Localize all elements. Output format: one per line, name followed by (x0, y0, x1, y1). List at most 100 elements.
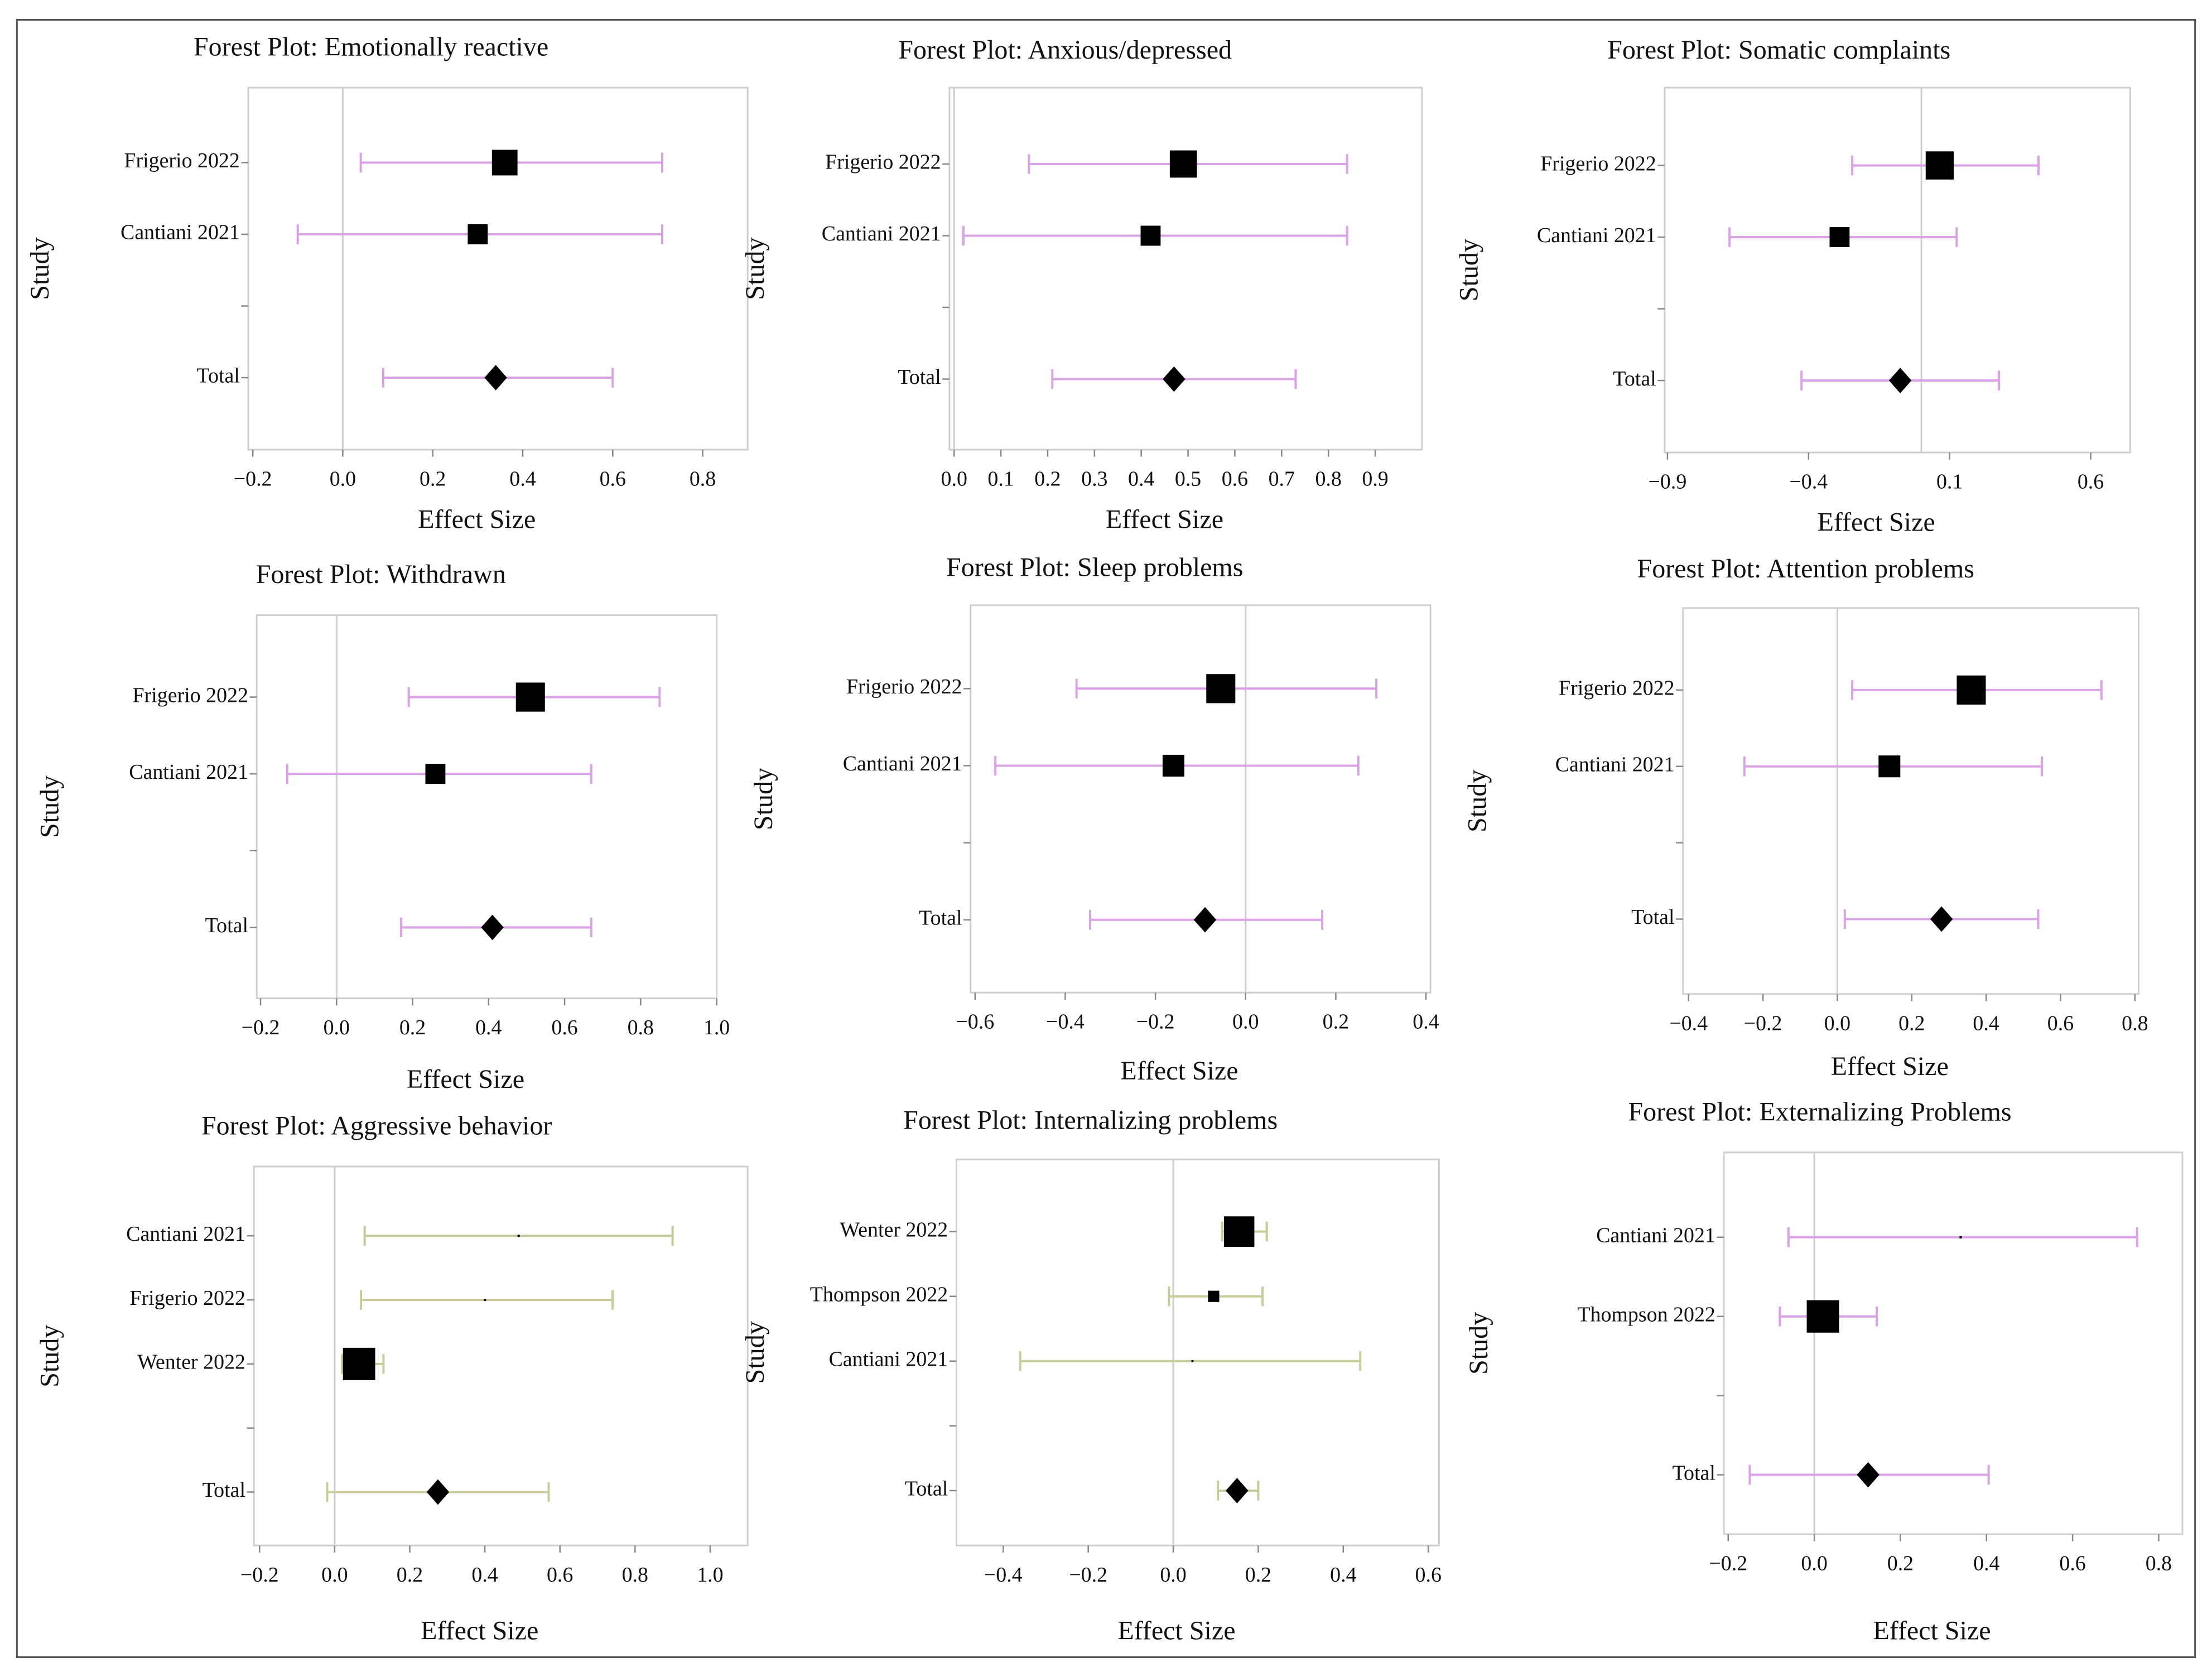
summary-diamond (1226, 1478, 1249, 1503)
x-axis-label: Effect Size (1831, 1052, 1949, 1081)
study-square (517, 1235, 520, 1237)
y-axis-label: Study (740, 1321, 770, 1384)
x-tick-label: −0.4 (1046, 1010, 1085, 1034)
summary-diamond (1857, 1462, 1880, 1488)
summary-diamond (1163, 366, 1185, 392)
study-square (1162, 754, 1184, 777)
plot-box (1664, 86, 2131, 454)
study-square (1223, 1216, 1255, 1247)
x-tick-label: −0.2 (1069, 1563, 1107, 1587)
summary-diamond (1930, 906, 1953, 932)
x-tick-label: 0.4 (1413, 1010, 1439, 1034)
x-tick-label: 0.6 (2078, 470, 2104, 494)
y-tick-label: Total (205, 914, 248, 937)
y-tick-label: Frigerio 2022 (1540, 152, 1656, 175)
y-axis-label: Study (1463, 770, 1492, 832)
y-axis-label: Study (1454, 239, 1484, 301)
y-tick-label: Frigerio 2022 (846, 675, 962, 698)
y-axis-label: Study (35, 775, 65, 838)
x-axis-label: Effect Size (418, 504, 536, 534)
y-tick-label: Wenter 2022 (840, 1218, 948, 1241)
x-tick-label: 1.0 (703, 1016, 730, 1039)
x-tick-label: 0.5 (1175, 467, 1201, 490)
x-tick-label: 0.0 (321, 1563, 348, 1587)
chart-title: Forest Plot: Sleep problems (946, 552, 1243, 582)
x-tick-label: 0.4 (1330, 1563, 1356, 1587)
y-tick-label: Total (1631, 905, 1674, 929)
x-tick-label: −0.2 (234, 467, 272, 490)
x-tick-label: 0.4 (475, 1016, 502, 1039)
y-axis-label: Study (25, 237, 55, 300)
x-tick-label: −0.6 (956, 1010, 994, 1034)
x-tick-label: −0.4 (1669, 1011, 1708, 1035)
x-tick-label: 0.8 (628, 1016, 654, 1039)
y-tick-label: Total (1673, 1461, 1715, 1485)
x-axis-label: Effect Size (421, 1616, 538, 1645)
x-tick-label: 0.4 (1128, 467, 1154, 490)
study-square (1829, 227, 1850, 248)
study-square (1140, 225, 1161, 246)
x-tick-label: 0.6 (1222, 467, 1248, 490)
x-tick-label: 0.7 (1269, 467, 1295, 490)
x-tick-label: 0.8 (690, 467, 716, 490)
x-tick-label: 0.2 (1898, 1011, 1925, 1035)
y-tick-label: Frigerio 2022 (129, 1286, 245, 1310)
summary-diamond (1888, 368, 1912, 393)
x-tick-label: 0.0 (941, 467, 967, 490)
x-tick-label: 0.0 (324, 1016, 350, 1039)
study-square (1925, 151, 1954, 180)
study-square (1169, 150, 1197, 178)
y-tick-label: Thompson 2022 (810, 1283, 948, 1306)
y-axis-label: Study (740, 237, 770, 300)
y-tick-label: Total (905, 1477, 948, 1501)
x-axis-label: Effect Size (1818, 507, 1935, 537)
study-square (1878, 755, 1901, 778)
x-tick-label: 0.2 (399, 1016, 426, 1039)
study-square (1191, 1360, 1194, 1362)
study-square (343, 1347, 375, 1380)
x-tick-label: 0.4 (1973, 1551, 1999, 1575)
x-tick-label: 0.1 (987, 467, 1014, 490)
summary-diamond (426, 1479, 450, 1505)
x-tick-label: 0.6 (600, 467, 626, 490)
x-tick-label: 0.2 (1887, 1551, 1914, 1575)
chart-title: Forest Plot: Emotionally reactive (194, 32, 548, 62)
y-tick-label: Cantiani 2021 (129, 760, 248, 784)
y-tick-label: Total (196, 364, 239, 388)
y-axis-label: Study (35, 1324, 65, 1387)
study-square (491, 150, 518, 176)
x-tick-label: 0.4 (1973, 1011, 1999, 1035)
x-tick-label: 0.8 (622, 1563, 648, 1587)
x-tick-label: −0.2 (242, 1016, 280, 1039)
y-tick-label: Total (898, 365, 941, 389)
plot-box (253, 1165, 749, 1546)
y-tick-label: Frigerio 2022 (825, 151, 941, 174)
x-tick-label: 0.4 (471, 1563, 498, 1587)
x-tick-label: 0.2 (1245, 1563, 1271, 1587)
x-tick-label: −0.9 (1649, 470, 1687, 494)
x-tick-label: 0.2 (1034, 467, 1061, 490)
study-square (1959, 1236, 1962, 1239)
x-axis-label: Effect Size (1117, 1616, 1235, 1645)
chart-title: Forest Plot: Somatic complaints (1607, 35, 1950, 65)
y-axis-label: Study (1464, 1312, 1493, 1375)
chart-title: Forest Plot: Aggressive behavior (201, 1111, 552, 1141)
x-axis-label: Effect Size (1873, 1616, 1991, 1645)
study-square (425, 764, 446, 784)
plot-box (247, 86, 749, 451)
x-tick-label: −0.2 (1136, 1010, 1175, 1034)
y-tick-label: Frigerio 2022 (133, 683, 249, 707)
plot-box (256, 614, 718, 999)
chart-title: Forest Plot: Internalizing problems (903, 1105, 1278, 1135)
x-tick-label: 0.8 (2146, 1551, 2172, 1575)
x-axis-label: Effect Size (1106, 504, 1223, 534)
x-tick-label: 0.2 (397, 1563, 423, 1587)
x-tick-label: −0.4 (1789, 470, 1828, 494)
x-tick-label: 0.8 (2122, 1011, 2148, 1035)
x-tick-label: 0.6 (2047, 1011, 2074, 1035)
y-tick-label: Thompson 2022 (1577, 1303, 1715, 1326)
y-tick-label: Cantiani 2021 (121, 221, 240, 244)
y-tick-label: Cantiani 2021 (822, 222, 941, 245)
